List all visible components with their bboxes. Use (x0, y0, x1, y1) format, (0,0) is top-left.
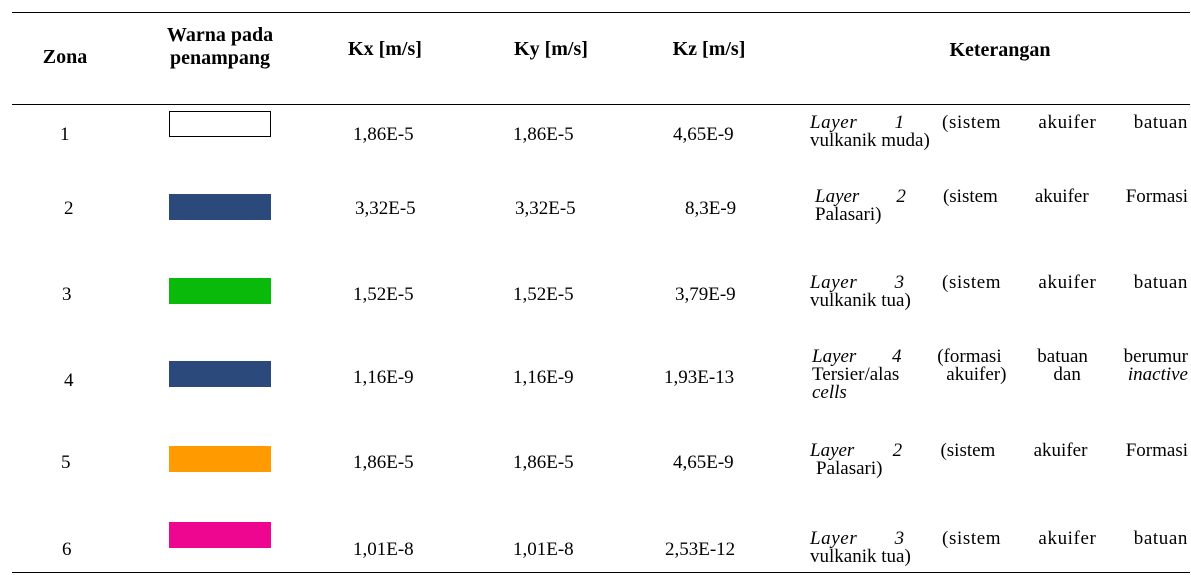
cell-zona: 5 (61, 453, 71, 473)
cell-kx: 1,01E-8 (353, 540, 414, 560)
color-swatch (169, 111, 271, 137)
header-kx: Kx [m/s] (330, 39, 440, 59)
cell-ky: 3,32E-5 (515, 199, 576, 219)
cell-keterangan: Layer 3 (sistem akuifer batuan vulkanik … (810, 530, 1188, 566)
cell-zona: 2 (64, 199, 74, 219)
cell-kz: 3,79E-9 (675, 285, 736, 305)
color-swatch (169, 278, 271, 304)
keterangan-cells: cells (812, 382, 847, 403)
cell-kz: 4,65E-9 (673, 453, 734, 473)
cell-kx: 3,32E-5 (355, 199, 416, 219)
keterangan-desc: (sistem akuifer batuan (905, 528, 1188, 549)
cell-kz: 2,53E-12 (665, 540, 735, 560)
keterangan-desc: (sistem akuifer Formasi (906, 186, 1188, 207)
cell-keterangan: Layer 4 (formasi batuan berumur Tersier/… (812, 348, 1188, 402)
cell-ky: 1,16E-9 (513, 368, 574, 388)
keterangan-inactive: inactive (1128, 364, 1188, 385)
keterangan-line2: Palasari) (815, 206, 1188, 224)
table-top-rule (12, 12, 1190, 13)
color-swatch (169, 522, 271, 548)
cell-zona: 4 (64, 371, 74, 391)
cell-ky: 1,86E-5 (513, 125, 574, 145)
keterangan-line2: vulkanik tua) (810, 292, 1188, 310)
cell-keterangan: Layer 1 (sistem akuifer batuan vulkanik … (810, 114, 1188, 150)
keterangan-desc-2: Tersier/alas akuifer) dan (812, 364, 1128, 385)
keterangan-line2: Tersier/alas akuifer) dan inactive (812, 366, 1188, 384)
header-warna-line2: penampang (150, 47, 290, 70)
cell-zona: 6 (62, 540, 72, 560)
cell-keterangan: Layer 3 (sistem akuifer batuan vulkanik … (810, 274, 1188, 310)
cell-kx: 1,52E-5 (353, 285, 414, 305)
table-bottom-rule (12, 572, 1190, 573)
keterangan-line2: vulkanik muda) (810, 132, 1188, 150)
cell-kz: 8,3E-9 (685, 199, 736, 219)
color-swatch (169, 361, 271, 387)
cell-kx: 1,86E-5 (353, 125, 414, 145)
header-kz: Kz [m/s] (654, 39, 764, 59)
header-zona: Zona (30, 47, 100, 67)
keterangan-desc: (sistem akuifer Formasi (902, 440, 1188, 461)
header-keterangan: Keterangan (900, 40, 1100, 60)
cell-ky: 1,52E-5 (513, 285, 574, 305)
cell-kx: 1,16E-9 (353, 368, 414, 388)
keterangan-desc: (sistem akuifer batuan (905, 112, 1188, 133)
cell-keterangan: Layer 2 (sistem akuifer Formasi Palasari… (815, 188, 1188, 224)
color-swatch (169, 194, 271, 220)
keterangan-line2: vulkanik tua) (810, 548, 1188, 566)
color-swatch (169, 446, 271, 472)
header-warna: Warna pada penampang (150, 24, 290, 70)
cell-ky: 1,86E-5 (513, 453, 574, 473)
keterangan-desc: (sistem akuifer batuan (905, 272, 1188, 293)
cell-kz: 4,65E-9 (673, 125, 734, 145)
header-warna-line1: Warna pada (150, 24, 290, 47)
cell-ky: 1,01E-8 (513, 540, 574, 560)
cell-kz: 1,93E-13 (664, 368, 734, 388)
keterangan-line3: cells (812, 384, 1188, 402)
cell-kx: 1,86E-5 (353, 453, 414, 473)
header-ky: Ky [m/s] (496, 39, 606, 59)
keterangan-line2: Palasari) (810, 460, 1188, 478)
cell-zona: 3 (62, 285, 72, 305)
cell-keterangan: Layer 2 (sistem akuifer Formasi Palasari… (810, 442, 1188, 478)
table-header-rule (12, 104, 1190, 105)
cell-zona: 1 (60, 125, 70, 145)
